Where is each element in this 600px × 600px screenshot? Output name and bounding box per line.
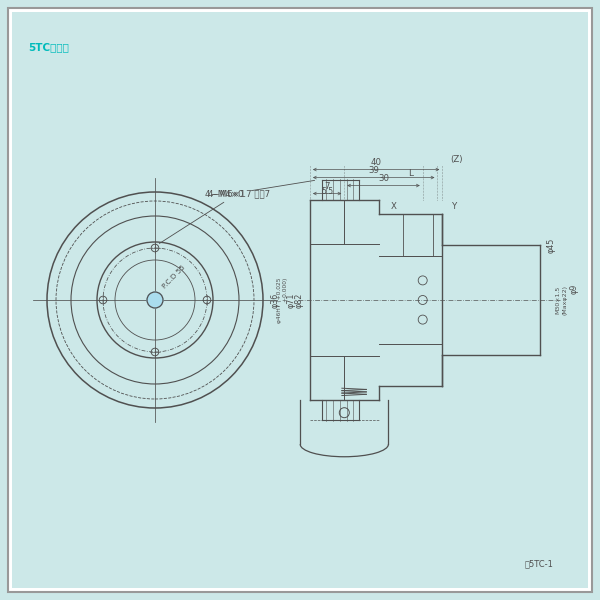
Text: φ45: φ45 [546,237,556,253]
Text: 5TC寸法図: 5TC寸法図 [28,42,69,52]
Text: 39: 39 [368,166,379,175]
Circle shape [147,292,163,308]
Text: φ36: φ36 [271,292,280,308]
Text: Y: Y [452,202,457,211]
Text: X: X [391,202,397,211]
Text: L: L [408,169,413,178]
Text: 7: 7 [325,182,330,191]
Text: M30×1.5: M30×1.5 [556,286,560,314]
Text: 30: 30 [378,174,389,183]
Text: 5.5: 5.5 [321,187,333,196]
Text: 4−M4×0.7 深サ7: 4−M4×0.7 深サ7 [160,189,270,244]
Text: φ71: φ71 [287,292,296,308]
Text: φ82: φ82 [295,292,304,308]
FancyBboxPatch shape [12,12,588,588]
Text: P.C.D 55: P.C.D 55 [161,265,186,290]
Text: 4−M6×1: 4−M6×1 [208,181,314,199]
Text: (Maxφ22): (Maxφ22) [562,285,568,315]
Text: φ46H7 (+0.025
       +0.000): φ46H7 (+0.025 +0.000) [277,277,288,323]
Text: 図5TC-1: 図5TC-1 [524,559,553,568]
Text: φ9: φ9 [569,284,578,294]
Text: (Z): (Z) [450,155,463,164]
FancyBboxPatch shape [8,8,592,592]
Text: 40: 40 [371,158,382,167]
Bar [403,214,433,256]
